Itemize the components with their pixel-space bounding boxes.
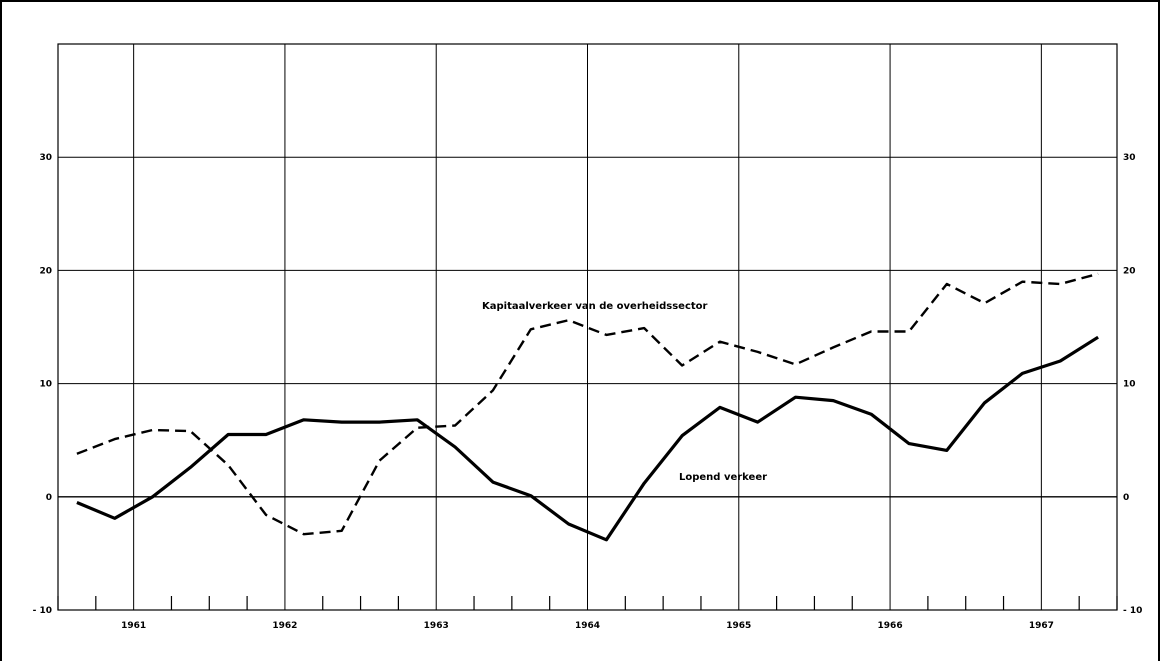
- series-lines: [76, 272, 1099, 542]
- y-tick-label-left: 20: [39, 266, 52, 276]
- x-tick-label: 1963: [424, 621, 449, 631]
- y-tick-label-right: 0: [1123, 493, 1129, 503]
- plot-border: [57, 43, 1118, 611]
- x-tick-label: 1966: [878, 621, 903, 631]
- y-tick-label-right: 10: [1123, 380, 1136, 390]
- series-line-lopend-verkeer: [76, 335, 1099, 542]
- ticks: 1961 1962 1963 1964 1965 1966 1967 - 10 - 10 0 0 10…: [33, 153, 1143, 631]
- y-tick-label-right: - 10: [1123, 606, 1142, 616]
- series-label-kapitaalverkeer: Kapitaalverkeer van de overheidssector: [482, 301, 708, 312]
- x-tick-label: 1962: [272, 621, 297, 631]
- x-tick-label: 1967: [1029, 621, 1054, 631]
- y-tick-label-left: 0: [46, 493, 52, 503]
- series-label-lopend-verkeer: Lopend verkeer: [679, 472, 767, 483]
- x-tick-label: 1961: [121, 621, 146, 631]
- grid: [58, 44, 1117, 610]
- labels: Kapitaalverkeer van de overheidssector L…: [482, 301, 767, 483]
- y-tick-label-left: 30: [39, 153, 52, 163]
- y-tick-label-left: 10: [39, 380, 52, 390]
- series-line-kapitaalverkeer: [76, 272, 1099, 536]
- x-tick-label: 1965: [726, 621, 751, 631]
- plot-frame: [57, 43, 1118, 611]
- x-tick-label: 1964: [575, 621, 600, 631]
- y-tick-label-left: - 10: [33, 606, 52, 616]
- y-tick-label-right: 20: [1123, 266, 1136, 276]
- y-tick-label-right: 30: [1123, 153, 1136, 163]
